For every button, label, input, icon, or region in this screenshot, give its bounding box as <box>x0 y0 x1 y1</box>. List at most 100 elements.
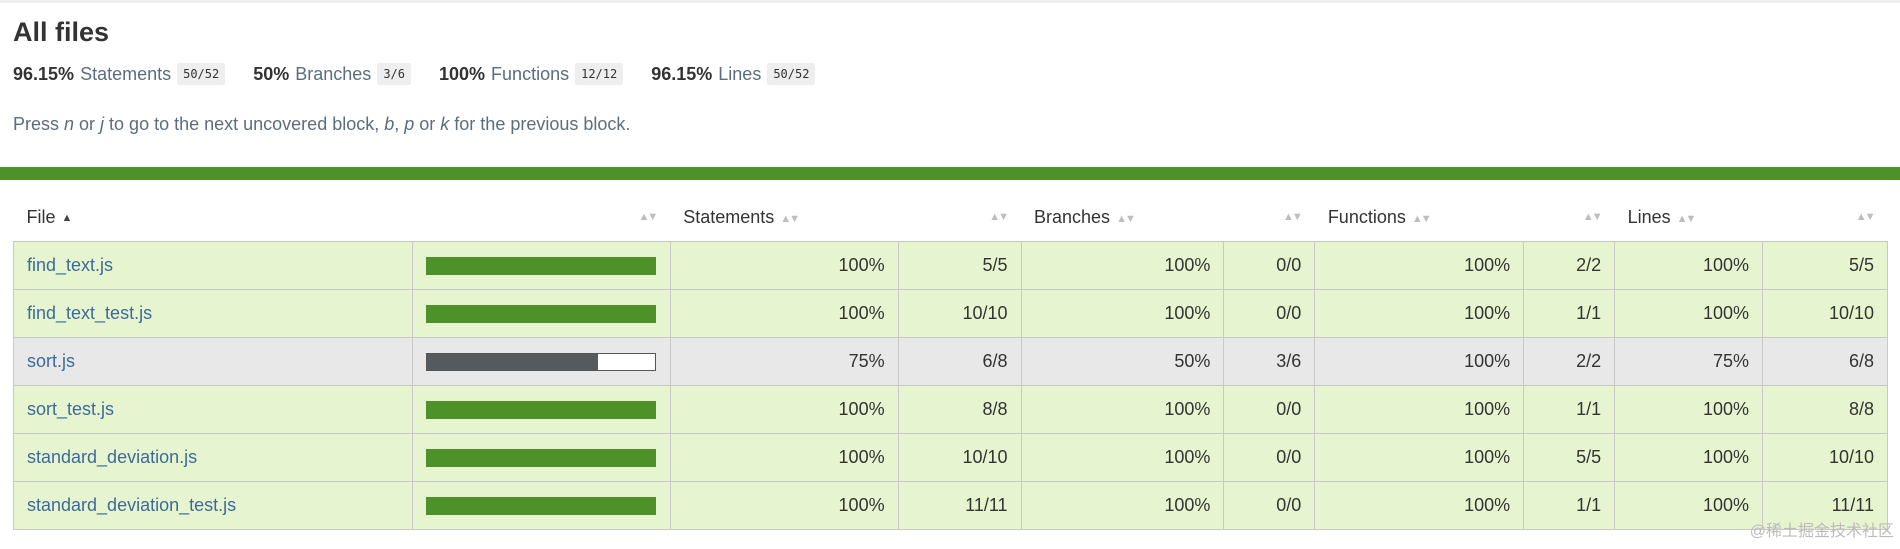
lines-count: 8/8 <box>1762 385 1888 434</box>
statements-pct: 100% <box>669 481 899 530</box>
sort-icon: ▲▼ <box>1116 213 1136 225</box>
coverage-bar-cell <box>411 481 671 530</box>
summary-label: Statements <box>80 63 172 84</box>
summary-fraction: 12/12 <box>575 63 624 85</box>
branches-count: 0/0 <box>1223 289 1316 338</box>
table-header-row: File ▲ ▲▼ Statements ▲▼ ▲▼ Branches ▲▼ ▲▼ F… <box>14 194 1888 242</box>
statements-pct: 100% <box>669 289 899 338</box>
sort-icon: ▲▼ <box>1411 213 1432 225</box>
page-title: All files <box>13 17 110 47</box>
coverage-bar <box>425 448 656 467</box>
statements-pct: 100% <box>669 241 899 290</box>
coverage-bar-fill <box>426 353 598 370</box>
file-link[interactable]: find_text_test.js <box>27 303 153 323</box>
table-row: find_text_test.js 100% 10/10 100% 0/0 100% 1/1… <box>13 289 1888 338</box>
branches-pct: 100% <box>1020 385 1225 434</box>
functions-pct: 100% <box>1314 481 1525 530</box>
lines-count: 10/10 <box>1762 289 1888 338</box>
branches-count: 0/0 <box>1223 385 1316 434</box>
summary-pct: 96.15% <box>13 63 75 84</box>
branches-pct: 100% <box>1020 481 1225 530</box>
file-link[interactable]: standard_deviation_test.js <box>27 495 237 515</box>
header-branches[interactable]: Branches ▲▼ <box>1034 207 1136 227</box>
functions-pct: 100% <box>1314 433 1525 482</box>
coverage-bar-fill <box>426 497 655 514</box>
table-row: find_text.js 100% 5/5 100% 0/0 100% 2/2 100% 5/5 <box>13 241 1888 290</box>
header-lines-raw[interactable]: ▲▼ <box>1763 194 1888 242</box>
file-cell: standard_deviation_test.js <box>13 481 413 530</box>
lines-pct: 100% <box>1614 433 1763 482</box>
functions-pct: 100% <box>1314 241 1525 290</box>
header-statements[interactable]: Statements ▲▼ <box>683 207 800 227</box>
lines-count: 11/11 <box>1762 481 1888 530</box>
coverage-status-bar <box>0 167 1900 180</box>
coverage-bar-fill <box>426 305 655 322</box>
header-lines[interactable]: Lines ▲▼ <box>1627 207 1697 227</box>
sort-icon: ▲▼ <box>989 211 1009 223</box>
lines-pct: 100% <box>1614 481 1763 530</box>
file-link[interactable]: sort.js <box>27 351 76 371</box>
summary-label: Functions <box>491 63 570 84</box>
statements-count: 5/5 <box>897 241 1022 290</box>
sort-icon: ▲▼ <box>780 213 800 225</box>
summary-branches: 50% Branches 3/6 <box>253 63 411 85</box>
file-cell: standard_deviation.js <box>13 433 413 482</box>
summary-fraction: 3/6 <box>377 63 411 85</box>
file-cell: find_text.js <box>13 241 413 290</box>
header-functions[interactable]: Functions ▲▼ <box>1327 207 1432 227</box>
coverage-bar-cell <box>411 433 671 482</box>
coverage-bar-fill <box>426 449 655 466</box>
summary-label: Branches <box>295 63 372 84</box>
summary-statements: 96.15% Statements 50/52 <box>13 63 226 85</box>
header-branches-raw[interactable]: ▲▼ <box>1224 194 1315 242</box>
coverage-bar <box>425 496 656 515</box>
lines-count: 5/5 <box>1762 241 1888 290</box>
coverage-bar-cell <box>411 289 671 338</box>
branches-pct: 100% <box>1020 433 1225 482</box>
header-file-bar[interactable]: ▲▼ <box>412 194 670 242</box>
branches-count: 0/0 <box>1223 481 1316 530</box>
statements-pct: 75% <box>669 337 899 386</box>
functions-pct: 100% <box>1314 337 1525 386</box>
summary-pct: 96.15% <box>651 63 713 84</box>
branches-pct: 50% <box>1020 337 1225 386</box>
summary-pct: 50% <box>253 63 290 84</box>
functions-pct: 100% <box>1314 385 1525 434</box>
coverage-bar-cell <box>411 385 671 434</box>
lines-count: 10/10 <box>1762 433 1888 482</box>
coverage-bar-cell <box>411 241 671 290</box>
header-file[interactable]: File ▲ <box>26 207 73 227</box>
coverage-bar <box>425 304 656 323</box>
coverage-bar <box>425 400 656 419</box>
coverage-bar <box>425 352 656 371</box>
page-header: All files 96.15% Statements 50/52 50% Br… <box>0 3 1900 135</box>
coverage-table: File ▲ ▲▼ Statements ▲▼ ▲▼ Branches ▲▼ ▲▼ F… <box>13 194 1888 530</box>
keyboard-hint: Press n or j to go to the next uncovered… <box>13 114 631 134</box>
file-link[interactable]: standard_deviation.js <box>27 447 198 467</box>
lines-pct: 100% <box>1614 289 1763 338</box>
statements-pct: 100% <box>669 385 899 434</box>
statements-pct: 100% <box>669 433 899 482</box>
summary-functions: 100% Functions 12/12 <box>439 63 624 85</box>
sort-icon: ▲▼ <box>1855 211 1876 223</box>
lines-pct: 100% <box>1614 385 1763 434</box>
functions-count: 2/2 <box>1523 337 1616 386</box>
branches-pct: 100% <box>1020 241 1225 290</box>
file-cell: sort.js <box>13 337 413 386</box>
sort-asc-icon: ▲ <box>61 212 73 224</box>
header-statements-raw[interactable]: ▲▼ <box>898 194 1021 242</box>
statements-count: 11/11 <box>897 481 1022 530</box>
branches-pct: 100% <box>1020 289 1225 338</box>
branches-count: 0/0 <box>1223 433 1316 482</box>
statements-count: 10/10 <box>897 433 1022 482</box>
functions-count: 1/1 <box>1523 289 1616 338</box>
file-link[interactable]: find_text.js <box>27 255 114 275</box>
table-row: sort_test.js 100% 8/8 100% 0/0 100% 1/1 100% 8/8 <box>13 385 1888 434</box>
header-functions-raw[interactable]: ▲▼ <box>1524 194 1615 242</box>
sort-icon: ▲▼ <box>1676 213 1697 225</box>
table-row: standard_deviation_test.js 100% 11/11 100% 0… <box>13 481 1888 530</box>
sort-icon: ▲▼ <box>1582 211 1603 223</box>
file-link[interactable]: sort_test.js <box>27 399 115 419</box>
lines-pct: 100% <box>1614 241 1763 290</box>
sort-icon: ▲▼ <box>1283 211 1303 223</box>
